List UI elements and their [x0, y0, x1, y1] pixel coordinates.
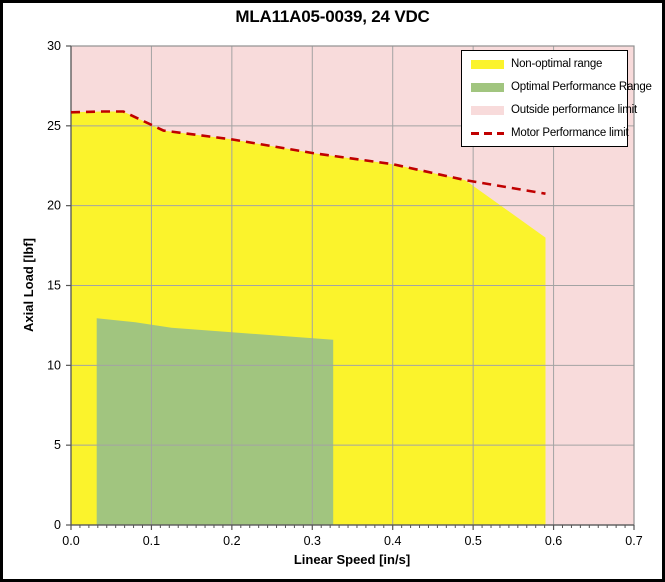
x-tick-label: 0.3 — [304, 534, 321, 548]
x-tick-label: 0.2 — [223, 534, 240, 548]
legend-item-non-optimal: Non-optimal range — [471, 53, 627, 76]
optimal-swatch-icon — [471, 82, 504, 92]
legend: Non-optimal range Optimal Performance Ra… — [461, 50, 652, 147]
y-tick-label: 15 — [47, 279, 61, 293]
motor-limit-dash-icon — [471, 131, 504, 135]
motor-performance-limit-line — [70, 110, 546, 195]
x-tick-label: 0.0 — [62, 534, 79, 548]
x-axis-title: Linear Speed [in/s] — [293, 552, 411, 567]
x-tick-label: 0.7 — [625, 534, 642, 548]
legend-label: Optimal Performance Range — [511, 81, 652, 93]
non-optimal-swatch-icon — [471, 59, 504, 69]
y-tick-label: 25 — [47, 119, 61, 133]
y-tick-label: 5 — [54, 438, 61, 452]
legend-label: Non-optimal range — [511, 58, 603, 70]
x-tick-label: 0.5 — [464, 534, 481, 548]
x-tick-label: 0.1 — [143, 534, 160, 548]
x-tick-label: 0.4 — [384, 534, 401, 548]
optimal-performance-range-area — [96, 318, 334, 525]
y-tick-label: 30 — [47, 39, 61, 53]
chart-plot-area: 0.0 0.1 0.2 0.3 0.4 0.5 0.6 0.7 0 5 10 15 20 25 30 — [47, 39, 643, 548]
legend-item-outside: Outside performance limit — [471, 99, 637, 122]
y-tick-label: 0 — [54, 518, 61, 532]
x-tick-label: 0.6 — [545, 534, 562, 548]
legend-label: Motor Performance limit — [511, 127, 629, 139]
y-tick-label: 20 — [47, 199, 61, 213]
legend-item-optimal: Optimal Performance Range — [471, 76, 652, 99]
y-tick-label: 10 — [47, 358, 61, 372]
legend-label: Outside performance limit — [511, 104, 638, 116]
y-axis-title: Axial Load [lbf] — [21, 238, 36, 332]
outside-limit-swatch-icon — [471, 105, 504, 115]
legend-item-motor-limit: Motor Performance limit — [471, 122, 629, 145]
chart-title: MLA11A05-0039, 24 VDC — [235, 7, 430, 26]
